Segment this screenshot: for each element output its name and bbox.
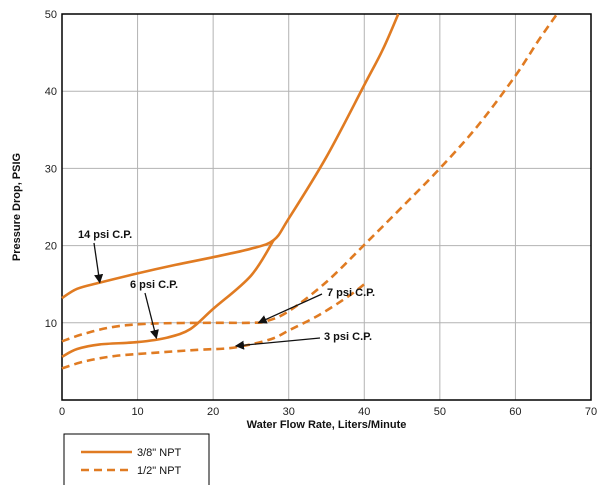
annotation-arrow (257, 293, 323, 324)
legend-label-1-2-npt: 1/2" NPT (137, 465, 182, 477)
y-tick-label: 10 (45, 318, 57, 330)
annotation-7psi: 7 psi C.P. (327, 287, 375, 299)
x-tick-label: 30 (283, 406, 295, 418)
annotation-arrow (93, 242, 104, 284)
y-tick-label: 30 (45, 163, 57, 175)
x-tick-label: 70 (585, 406, 597, 418)
legend-box (63, 433, 210, 485)
y-tick-label: 40 (45, 86, 57, 98)
x-tick-label: 50 (434, 406, 446, 418)
annotation-6psi: 6 psi C.P. (130, 279, 178, 291)
legend-label-3-8-npt: 3/8" NPT (137, 447, 182, 459)
legend: 3/8" NPT 1/2" NPT (63, 433, 210, 485)
x-tick-label: 20 (207, 406, 219, 418)
curve-three-eighths-npt (61, 13, 400, 300)
y-axis-title: Pressure Drop, PSIG (11, 153, 23, 261)
plot-frame (61, 13, 592, 401)
curves (61, 13, 559, 370)
annotation-3psi: 3 psi C.P. (324, 331, 372, 343)
x-tick-label: 40 (358, 406, 370, 418)
annotation-arrow (144, 292, 159, 340)
annotations: 14 psi C.P. 6 psi C.P. 7 psi C.P. 3 psi … (78, 229, 375, 350)
y-tick-label: 50 (45, 9, 57, 21)
x-axis-title: Water Flow Rate, Liters/Minute (247, 419, 407, 431)
x-tick-label: 0 (59, 406, 65, 418)
x-tick-label: 10 (131, 406, 143, 418)
annotation-14psi: 14 psi C.P. (78, 229, 132, 241)
curve-three-eighths-npt (61, 239, 275, 358)
x-tick-label: 60 (509, 406, 521, 418)
y-tick-label: 20 (45, 241, 57, 253)
annotation-arrow (234, 337, 321, 350)
curve-half-inch-npt (61, 13, 559, 343)
tick-labels: 0 10 20 30 40 50 60 70 10 20 30 40 50 (45, 9, 597, 418)
